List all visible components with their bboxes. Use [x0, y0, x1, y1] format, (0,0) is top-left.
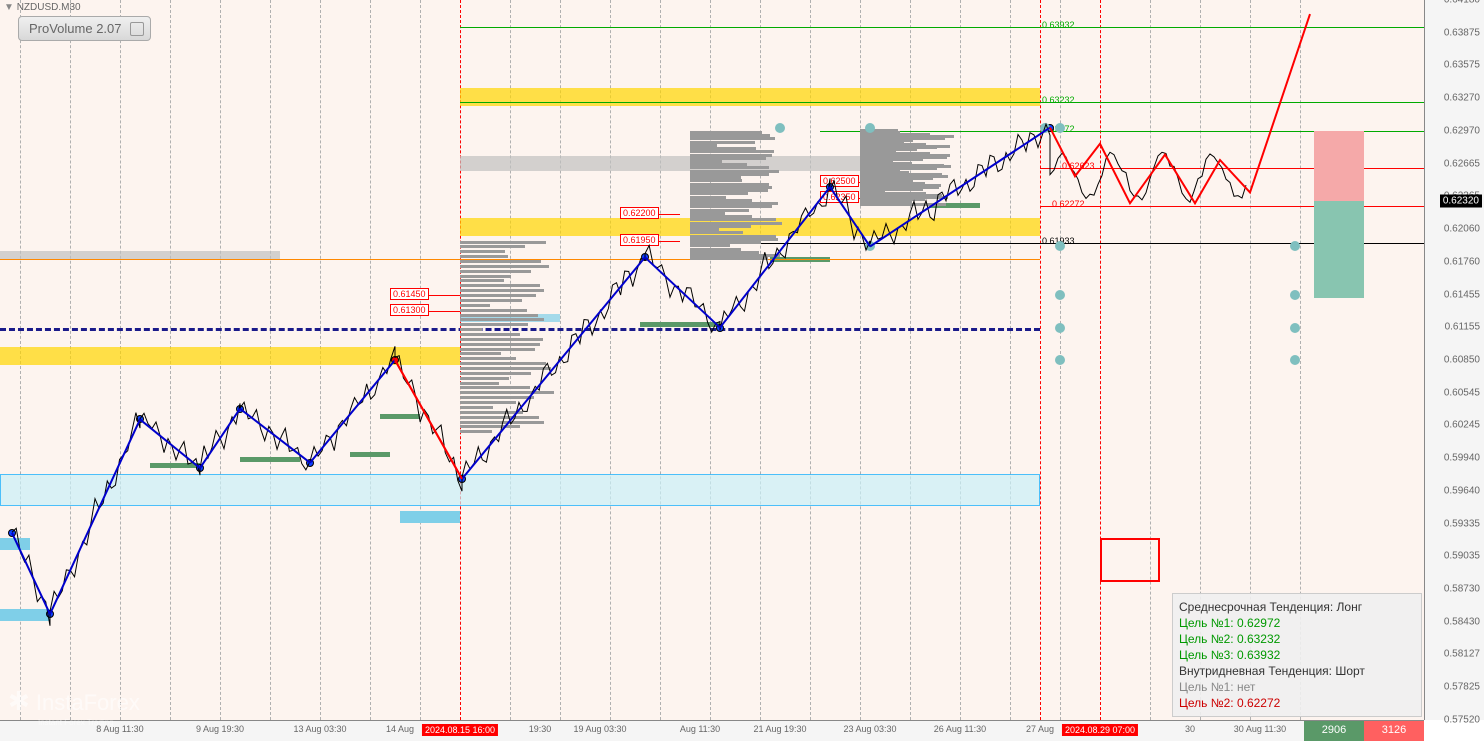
x-tick: 26 Aug 11:30	[934, 724, 986, 734]
y-tick: 0.62665	[1444, 158, 1480, 169]
x-tick: 2024.08.15 16:00	[422, 724, 498, 736]
y-tick: 0.61155	[1445, 322, 1480, 333]
y-tick: 0.61455	[1444, 289, 1480, 300]
x-axis: 8 Aug 11:309 Aug 19:3013 Aug 03:3014 Aug…	[0, 720, 1424, 741]
info-line: Цель №1: нет	[1179, 680, 1415, 694]
y-tick: 0.63270	[1444, 93, 1480, 104]
y-tick: 0.59335	[1444, 518, 1480, 529]
chart-title: ▼ NZDUSD.M30	[4, 2, 81, 13]
info-line: Цель №2: 0.62272	[1179, 696, 1415, 710]
title-text: NZDUSD.M30	[17, 2, 81, 13]
info-panel: Среднесрочная Тенденция: Лонг Цель №1: 0.…	[1172, 593, 1422, 717]
indicator-badge[interactable]: ProVolume 2.07	[18, 16, 151, 41]
y-tick: 0.62060	[1444, 224, 1480, 235]
y-tick: 0.59940	[1444, 453, 1480, 464]
y-tick: 0.58730	[1444, 584, 1480, 595]
y-tick: 0.63875	[1444, 27, 1480, 38]
y-tick: 0.58127	[1444, 649, 1480, 660]
x-tick: 13 Aug 03:30	[293, 724, 346, 734]
x-tick: 23 Aug 03:30	[843, 724, 896, 734]
y-tick: 0.58430	[1444, 616, 1480, 627]
x-tick: 9 Aug 19:30	[196, 724, 244, 734]
stat-buy: 2906	[1304, 721, 1364, 741]
y-tick: 0.63575	[1444, 60, 1480, 71]
y-tick: 0.60850	[1444, 355, 1480, 366]
y-axis: 0.575200.578250.581270.584300.587300.590…	[1424, 0, 1484, 720]
x-tick: 21 Aug 19:30	[753, 724, 806, 734]
info-line: Среднесрочная Тенденция: Лонг	[1179, 600, 1415, 614]
y-tick: 0.64180	[1444, 0, 1480, 6]
logo: ✱ InstaForex	[8, 686, 140, 717]
x-tick: 2024.08.29 07:00	[1062, 724, 1138, 736]
stat-sell: 3126	[1364, 721, 1424, 741]
x-tick: 14 Aug	[386, 724, 414, 734]
y-tick: 0.61760	[1444, 256, 1480, 267]
x-tick: Aug 11:30	[680, 724, 720, 734]
y-tick: 0.57520	[1444, 715, 1480, 726]
x-tick: 30	[1185, 724, 1195, 734]
y-tick: 0.57825	[1444, 682, 1480, 693]
indicator-name: ProVolume 2.07	[29, 21, 122, 36]
y-tick: 0.59035	[1444, 551, 1480, 562]
info-line: Внутридневная Тенденция: Шорт	[1179, 664, 1415, 678]
y-tick: 0.62970	[1444, 125, 1480, 136]
info-line: Цель №2: 0.63232	[1179, 632, 1415, 646]
y-tick: 0.60245	[1444, 420, 1480, 431]
logo-text: InstaForex	[36, 690, 140, 715]
x-tick: 27 Aug	[1026, 724, 1054, 734]
chart-container: 0.639320.632320.629720.626230.625000.623…	[0, 0, 1484, 741]
current-price-label: 0.62320	[1440, 195, 1482, 208]
info-line: Цель №1: 0.62972	[1179, 616, 1415, 630]
x-tick: 19:30	[529, 724, 552, 734]
logo-subtitle: Instant Forex Trading	[38, 718, 114, 727]
y-tick: 0.59640	[1444, 485, 1480, 496]
x-tick: 19 Aug 03:30	[573, 724, 626, 734]
info-line: Цель №3: 0.63932	[1179, 648, 1415, 662]
x-tick: 30 Aug 11:30	[1234, 724, 1286, 734]
y-tick: 0.60545	[1444, 387, 1480, 398]
